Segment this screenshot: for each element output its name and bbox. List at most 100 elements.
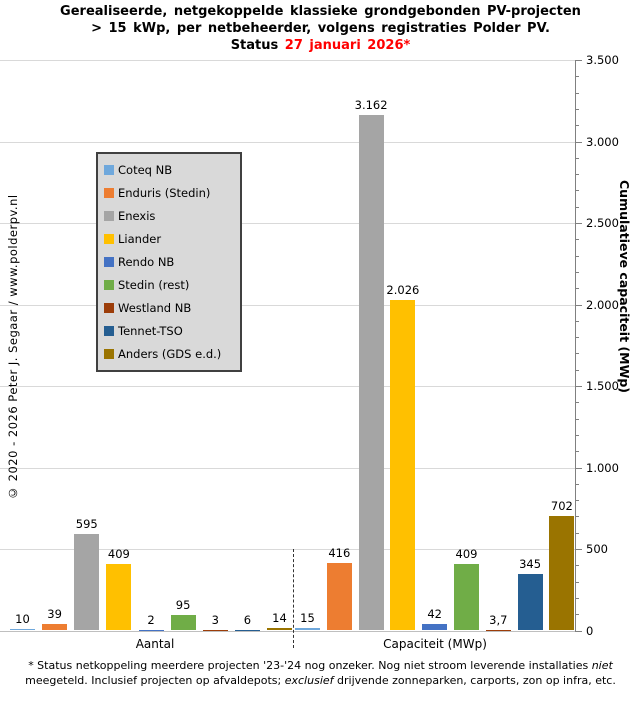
y-axis-minor-tick	[576, 532, 579, 534]
y-axis-tick-label: 3.000	[586, 134, 619, 149]
category-label-capaciteit: Capaciteit (MWp)	[383, 637, 487, 651]
bar-value-label: 14	[272, 611, 287, 626]
legend-label: Enduris (Stedin)	[118, 185, 211, 200]
bar-enexis-capaciteit	[358, 115, 384, 631]
y-axis-minor-tick	[576, 76, 579, 78]
legend-label: Stedin (rest)	[118, 278, 190, 293]
y-axis-tick-label: 500	[586, 542, 608, 556]
bar-value-label: 595	[75, 516, 98, 531]
y-axis-minor-tick	[576, 190, 579, 192]
bar-coteq-nb-aantal	[10, 628, 35, 631]
legend-swatch-icon	[104, 326, 114, 337]
y-axis-minor-tick	[576, 239, 579, 241]
y-axis-minor-tick	[576, 451, 579, 453]
y-axis-tick-label: 3.500	[586, 53, 619, 67]
chart-title: Gerealiseerde, netgekoppelde klassieke g…	[0, 3, 641, 54]
gridline-500	[0, 549, 576, 550]
bar-stedin-rest--capaciteit	[454, 563, 479, 631]
y-axis-minor-tick	[576, 565, 579, 567]
y-axis-major-tick	[576, 386, 582, 387]
y-axis-tick-label: 1.000	[586, 460, 619, 475]
status-label: Status	[230, 38, 285, 53]
bar-value-label: 95	[175, 598, 191, 612]
footnote-text: * Status netkoppeling meerdere projecten…	[28, 659, 592, 672]
y-axis-major-tick	[576, 60, 582, 61]
copyright-watermark: © 2020 - 2026 Peter J. Segaar / www.pold…	[6, 194, 20, 500]
legend-swatch-icon	[104, 303, 114, 314]
y-axis-minor-tick	[576, 369, 579, 371]
y-axis-minor-tick	[576, 271, 579, 273]
legend-label: Liander	[118, 231, 162, 246]
bar-value-label: 3.162	[354, 98, 388, 113]
bar-value-label: 345	[519, 557, 542, 572]
bar-tennet-tso-aantal	[234, 629, 260, 631]
footnote-text: drijvende zonneparken, carports, zon op …	[333, 674, 616, 687]
category-label-aantal: Aantal	[135, 637, 175, 651]
bar-value-label: 702	[550, 499, 573, 514]
bar-enexis-aantal	[74, 533, 100, 631]
gridline-3000	[0, 141, 576, 143]
legend-swatch-icon	[104, 164, 114, 175]
legend-swatch-icon	[104, 233, 114, 244]
legend-label: Anders (GDS e.d.)	[118, 347, 222, 362]
y-axis-minor-tick	[576, 500, 579, 502]
y-axis-minor-tick	[576, 353, 579, 355]
footnote: * Status netkoppeling meerdere projecten…	[0, 658, 641, 688]
y-axis-minor-tick	[576, 516, 579, 518]
gridline-2500	[0, 223, 576, 224]
legend-item-enduris-stedin-: Enduris (Stedin)	[104, 186, 234, 200]
legend-item-stedin-rest-: Stedin (rest)	[104, 278, 234, 292]
legend-item-westland-nb: Westland NB	[104, 301, 234, 315]
legend-swatch-icon	[104, 256, 114, 267]
y-axis-major-tick	[576, 630, 582, 632]
bar-value-label: 15	[300, 611, 315, 626]
y-axis-minor-tick	[576, 483, 579, 485]
legend: Coteq NB Enduris (Stedin) Enexis Liander Ren…	[96, 152, 242, 372]
legend-item-liander: Liander	[104, 232, 234, 246]
gridline-2000	[0, 304, 576, 306]
y-axis-tick-label: 2.000	[586, 297, 619, 312]
footnote-text: exclusief	[284, 674, 334, 687]
gridline-3500	[0, 60, 576, 61]
y-axis-minor-tick	[576, 581, 579, 583]
legend-label: Westland NB	[118, 301, 192, 316]
bar-anders-gds-e-d--aantal	[267, 628, 292, 631]
bar-value-label: 42	[427, 606, 442, 621]
y-axis-minor-tick	[576, 597, 579, 599]
legend-swatch-icon	[104, 210, 114, 221]
y-axis-minor-tick	[576, 418, 579, 420]
bar-anders-gds-e-d--capaciteit	[549, 516, 575, 631]
bar-rendo-nb-capaciteit	[422, 623, 448, 631]
chart-title-line2: > 15 kWp, per netbeheerder, volgens regi…	[91, 21, 550, 36]
bar-westland-nb-aantal	[202, 629, 228, 631]
gridline-1000	[0, 467, 576, 469]
y-axis-line	[575, 60, 576, 632]
bar-value-label: 416	[328, 545, 351, 560]
y-axis-tick-label: 1.500	[586, 379, 619, 393]
legend-item-coteq-nb: Coteq NB	[104, 163, 234, 177]
y-axis-minor-tick	[576, 614, 579, 616]
bar-tennet-tso-capaciteit	[517, 574, 543, 631]
bar-westland-nb-capaciteit	[485, 629, 511, 631]
bar-value-label: 2.026	[386, 283, 420, 298]
y-axis-tick-label: 2.500	[586, 216, 619, 230]
y-axis-minor-tick	[576, 402, 579, 404]
bar-value-label: 2	[147, 612, 155, 627]
y-axis-minor-tick	[576, 337, 579, 339]
legend-swatch-icon	[104, 187, 114, 198]
legend-item-anders-gds-e-d-: Anders (GDS e.d.)	[104, 347, 234, 361]
legend-item-rendo-nb: Rendo NB	[104, 255, 234, 269]
y-axis-title: Cumulatieve capaciteit (MWp)	[617, 180, 632, 394]
y-axis-minor-tick	[576, 157, 579, 159]
category-separator-dashed-line	[293, 549, 294, 648]
legend-item-enexis: Enexis	[104, 209, 234, 223]
bar-value-label: 409	[455, 546, 478, 561]
bar-value-label: 3,7	[489, 612, 508, 627]
y-axis-minor-tick	[576, 320, 579, 322]
legend-item-tennet-tso: Tennet-TSO	[104, 324, 234, 338]
y-axis-minor-tick	[576, 92, 579, 94]
bar-value-label: 3	[211, 612, 219, 627]
chart-title-status: Status 27 januari 2026*	[0, 37, 641, 54]
y-axis-minor-tick	[576, 288, 579, 290]
bar-rendo-nb-aantal	[138, 629, 164, 631]
